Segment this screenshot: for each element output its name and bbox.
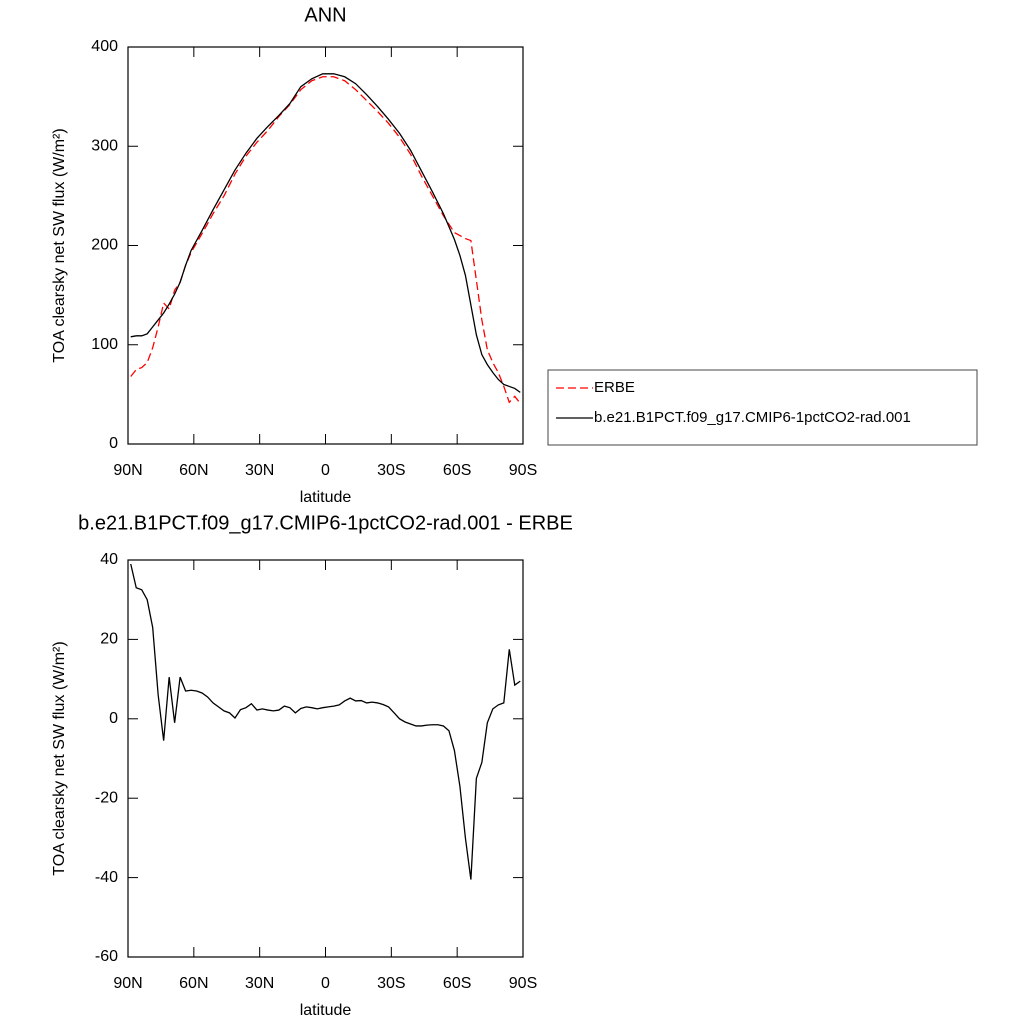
x-axis-label: latitude — [300, 489, 352, 506]
y-tick-label: 0 — [109, 435, 118, 452]
data-line — [130, 73, 521, 393]
x-tick-label: 90S — [509, 462, 537, 479]
y-tick-label: -40 — [95, 869, 118, 886]
x-tick-label: 90N — [113, 462, 142, 479]
plot-frame — [127, 559, 524, 958]
x-tick-label: 60N — [179, 975, 208, 992]
legend-label: ERBE — [594, 379, 635, 396]
chart-title: ANN — [304, 4, 346, 26]
y-axis-label: TOA clearsky net SW flux (W/m²) — [51, 128, 68, 362]
data-line — [130, 563, 521, 880]
y-tick-label: 200 — [91, 237, 118, 254]
x-tick-label: 60N — [179, 462, 208, 479]
y-tick-label: 0 — [109, 710, 118, 727]
x-tick-label: 90N — [113, 975, 142, 992]
y-axis-label: TOA clearsky net SW flux (W/m²) — [51, 641, 68, 875]
x-tick-label: 30S — [377, 975, 405, 992]
plot-frame — [127, 46, 524, 445]
chart-title: b.e21.B1PCT.f09_g17.CMIP6-1pctCO2-rad.00… — [78, 512, 573, 534]
y-tick-label: 100 — [91, 336, 118, 353]
x-tick-label: 30N — [245, 462, 274, 479]
y-tick-label: 400 — [91, 38, 118, 55]
y-tick-label: -20 — [95, 789, 118, 806]
x-tick-label: 60S — [443, 462, 471, 479]
legend-box — [547, 369, 978, 446]
x-tick-label: 30N — [245, 975, 274, 992]
y-tick-label: -60 — [95, 948, 118, 965]
x-tick-label: 60S — [443, 975, 471, 992]
x-tick-label: 0 — [321, 462, 330, 479]
x-tick-label: 90S — [509, 975, 537, 992]
data-line — [130, 76, 521, 404]
x-tick-label: 0 — [321, 975, 330, 992]
x-tick-label: 30S — [377, 462, 405, 479]
x-axis-label: latitude — [300, 1002, 352, 1019]
y-tick-label: 20 — [100, 631, 118, 648]
y-tick-label: 300 — [91, 137, 118, 154]
legend-label: b.e21.B1PCT.f09_g17.CMIP6-1pctCO2-rad.00… — [594, 409, 911, 426]
y-tick-label: 40 — [100, 551, 118, 568]
